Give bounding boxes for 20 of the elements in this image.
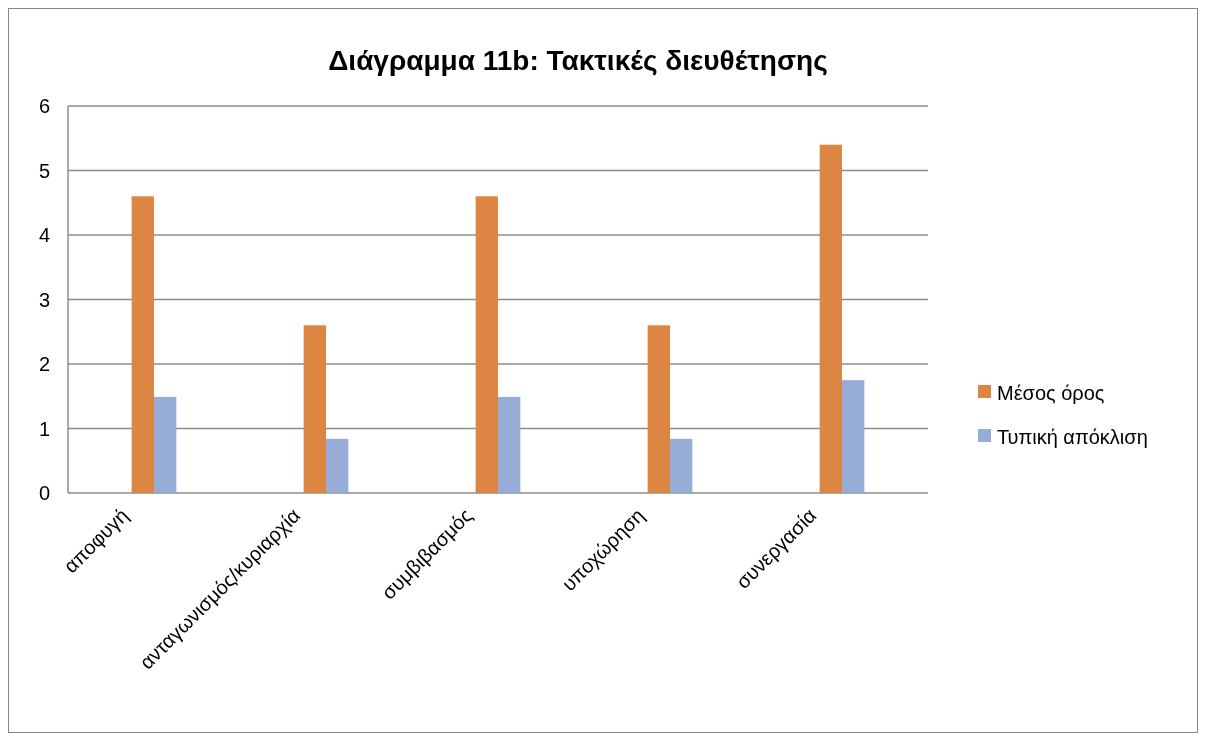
bar: [842, 380, 865, 493]
y-tick-label: 3: [38, 288, 50, 311]
y-tick-label: 2: [38, 353, 50, 375]
y-tick-label: 4: [38, 224, 50, 246]
legend-label: Μέσος όρος: [997, 382, 1105, 404]
bar: [498, 396, 521, 493]
y-tick-label: 0: [38, 482, 50, 504]
y-tick-label: 1: [38, 417, 50, 440]
chart-title: Διάγραμμα 11b: Τακτικές διευθέτησης: [328, 45, 828, 76]
bar: [647, 325, 670, 493]
y-tick-label: 6: [38, 95, 50, 117]
y-tick-label: 5: [38, 159, 50, 182]
bar: [303, 325, 326, 493]
bar: [475, 196, 498, 493]
legend-label: Τυπική απόκλιση: [997, 426, 1148, 448]
bar: [131, 196, 154, 493]
bar: [670, 438, 693, 493]
bar: [819, 144, 842, 493]
bar: [326, 438, 349, 493]
bar: [154, 396, 177, 493]
